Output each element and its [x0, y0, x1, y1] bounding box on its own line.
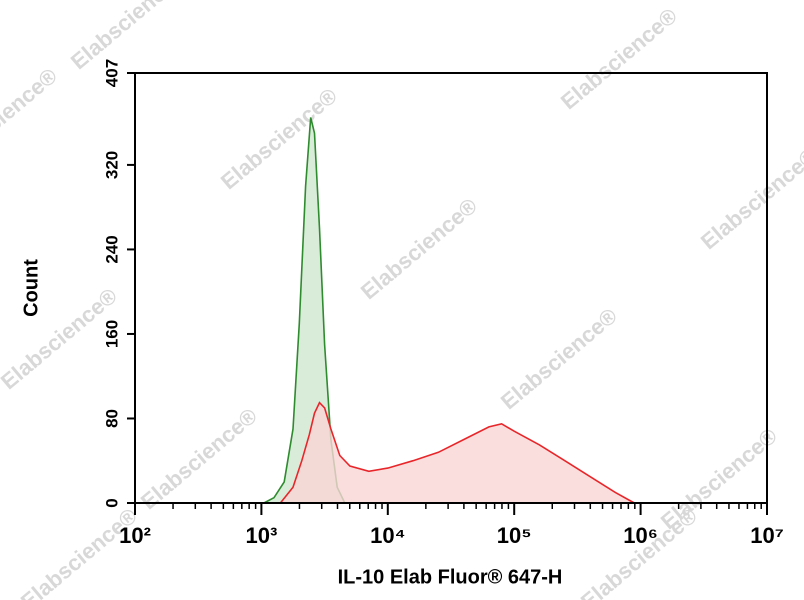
watermark: Elabscience®: [556, 3, 682, 114]
y-tick-label: 160: [102, 320, 121, 348]
x-tick-label: 10³: [246, 523, 278, 548]
plot-frame: [134, 72, 768, 504]
watermark: Elabscience®: [66, 0, 192, 74]
y-tick-label: 240: [102, 235, 121, 263]
x-tick-label: 10⁵: [497, 523, 532, 548]
x-axis-label: IL-10 Elab Fluor® 647-H: [338, 566, 563, 588]
watermark: Elabscience®: [696, 143, 804, 254]
x-tick-label: 10⁴: [370, 523, 405, 548]
histogram-fill: [280, 402, 635, 503]
watermark: Elabscience®: [576, 503, 702, 600]
watermark: Elabscience®: [16, 503, 142, 600]
y-tick-label: 407: [102, 59, 121, 87]
watermark: Elabscience®: [356, 193, 482, 304]
watermark: Elabscience®: [496, 303, 622, 414]
x-tick-label: 10⁶: [623, 523, 658, 548]
watermark: Elabscience®: [0, 63, 62, 174]
x-tick-label: 10²: [119, 523, 151, 548]
histogram-fill: [263, 117, 345, 504]
y-tick-label: 320: [102, 151, 121, 179]
y-axis-label: Count: [20, 259, 42, 317]
y-tick-label: 0: [102, 498, 121, 507]
watermark: Elabscience®: [136, 403, 262, 514]
y-tick-label: 80: [102, 409, 121, 428]
histogram-line: [279, 401, 635, 504]
watermark: Elabscience®: [216, 83, 342, 194]
x-tick-label: 10⁷: [750, 523, 784, 548]
